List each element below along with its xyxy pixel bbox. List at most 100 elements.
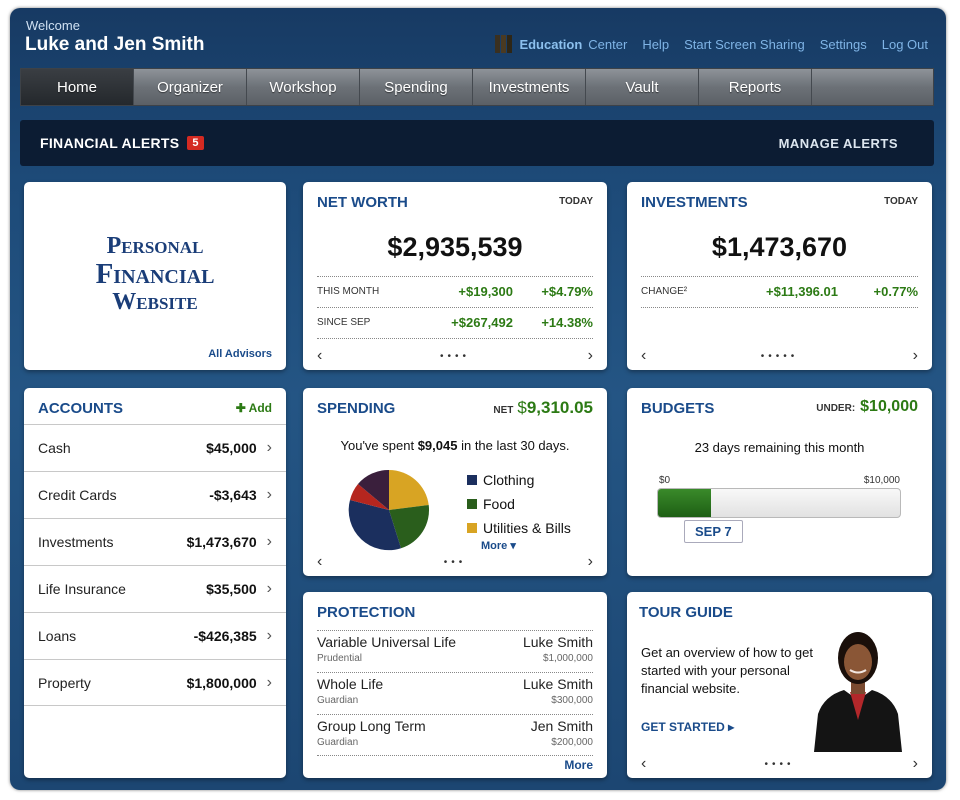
account-value: $1,800,000 <box>186 674 257 691</box>
logo-line-1: Personal <box>106 233 204 259</box>
help-link[interactable]: Help <box>642 36 670 52</box>
account-name: Investments <box>38 534 114 550</box>
settings-link[interactable]: Settings <box>819 36 867 52</box>
account-value: -$426,385 <box>193 628 257 644</box>
pie-slice-other-red <box>350 484 389 510</box>
accounts-list: Cash $45,000 › Credit Cards -$3,643 › In… <box>24 424 286 706</box>
pager-dots: •••• <box>764 758 795 770</box>
education-center-link[interactable]: Education Center <box>495 34 627 54</box>
pager-dots: ••• <box>443 556 467 568</box>
spending-pager: ‹ ••• › <box>317 553 593 570</box>
play-triangle-icon: ▸ <box>728 720 735 734</box>
spending-legend: Clothing Food Utilities & Bills <box>467 468 571 540</box>
legend-label: Utilities & Bills <box>483 520 571 536</box>
all-advisors-link[interactable]: All Advisors <box>208 348 272 360</box>
net-worth-pager: ‹ •••• › <box>317 347 593 364</box>
plus-icon: ✚ <box>235 401 246 415</box>
chevron-left-icon[interactable]: ‹ <box>641 347 647 364</box>
nav-tab-organizer[interactable]: Organizer <box>134 69 247 105</box>
chevron-right-icon: › <box>266 580 272 597</box>
alerts-count-badge: 5 <box>187 136 204 150</box>
chevron-right-icon: › <box>266 486 272 503</box>
chevron-right-icon[interactable]: › <box>912 755 918 772</box>
policy-amount: $1,000,000 <box>542 653 593 664</box>
tour-guide-pager: ‹ •••• › <box>641 755 918 772</box>
nav-tab-workshop[interactable]: Workshop <box>247 69 360 105</box>
change-label: CHANGE² <box>641 286 688 297</box>
nav-tab-spending[interactable]: Spending <box>360 69 473 105</box>
accounts-title: ACCOUNTS <box>38 400 123 417</box>
account-value: $45,000 <box>206 440 257 456</box>
nav-tab-investments[interactable]: Investments <box>473 69 586 105</box>
pie-slice-utilities <box>389 470 429 510</box>
account-row-property[interactable]: Property $1,800,000 › <box>24 659 286 706</box>
spending-card: SPENDING NET $9,310.05 You've spent $9,0… <box>303 388 607 576</box>
chevron-left-icon[interactable]: ‹ <box>641 755 647 772</box>
protection-card: PROTECTION Variable Universal Life Prude… <box>303 592 607 778</box>
change-amount: +$11,396.01 <box>766 284 838 299</box>
row-amount: +$267,492 <box>451 315 513 330</box>
spending-more-dropdown[interactable]: More ▾ <box>481 539 516 552</box>
policy-row[interactable]: Variable Universal Life Prudential Luke … <box>317 630 593 672</box>
get-started-link[interactable]: GET STARTED ▸ <box>641 720 734 734</box>
summary-post: in the last 30 days. <box>461 438 570 453</box>
summary-amount: $9,045 <box>417 438 458 453</box>
chevron-right-icon[interactable]: › <box>587 553 593 570</box>
net-worth-period: TODAY <box>559 196 593 207</box>
spending-pie-chart[interactable] <box>347 468 431 552</box>
row-percent: +$4.79% <box>541 284 593 299</box>
policy-info: Group Long Term Guardian <box>317 718 426 755</box>
chevron-left-icon[interactable]: ‹ <box>317 553 323 570</box>
policy-row[interactable]: Whole Life Guardian Luke Smith $300,000 <box>317 672 593 714</box>
net-worth-row-since: SINCE SEP +$267,492 +14.38% <box>317 315 593 330</box>
investments-title: INVESTMENTS <box>641 194 748 211</box>
spending-title: SPENDING <box>317 400 396 417</box>
nav-tab-vault[interactable]: Vault <box>586 69 699 105</box>
policy-carrier: Guardian <box>317 737 359 748</box>
divider <box>641 276 918 277</box>
account-name: Cash <box>38 440 71 456</box>
add-account-button[interactable]: ✚ Add <box>236 401 272 415</box>
pie-slice-other-purple <box>358 469 389 510</box>
chevron-right-icon[interactable]: › <box>587 347 593 364</box>
tour-guide-card: TOUR GUIDE Get an overview of how to get… <box>627 592 932 778</box>
account-row-credit-cards[interactable]: Credit Cards -$3,643 › <box>24 471 286 518</box>
policy-info: Whole Life Guardian <box>317 676 383 714</box>
logout-link[interactable]: Log Out <box>881 36 928 52</box>
pie-slice-food <box>389 505 430 549</box>
chevron-right-icon: › <box>266 439 272 456</box>
main-nav: Home Organizer Workshop Spending Investm… <box>20 68 934 106</box>
chevron-right-icon[interactable]: › <box>912 347 918 364</box>
investments-card: INVESTMENTS TODAY $1,473,670 CHANGE² +$1… <box>627 182 932 370</box>
policy-coverage: Jen Smith $200,000 <box>531 718 593 755</box>
center-label: Center <box>588 36 628 52</box>
account-row-investments[interactable]: Investments $1,473,670 › <box>24 518 286 565</box>
financial-alerts-title[interactable]: FINANCIAL ALERTS 5 <box>40 135 204 151</box>
policy-amount: $300,000 <box>551 695 593 706</box>
tour-guide-person-image <box>814 632 902 752</box>
budgets-title: BUDGETS <box>641 400 715 417</box>
net-label: NET <box>493 405 514 416</box>
legend-label: Clothing <box>483 472 535 488</box>
protection-more-link[interactable]: More <box>564 758 593 772</box>
summary-pre: You've spent <box>340 438 415 453</box>
nav-tab-reports[interactable]: Reports <box>699 69 812 105</box>
tour-guide-title: TOUR GUIDE <box>639 604 733 621</box>
add-label: Add <box>248 401 272 415</box>
account-name: Loans <box>38 628 77 644</box>
manage-alerts-link[interactable]: MANAGE ALERTS <box>778 135 898 151</box>
row-amount: +$19,300 <box>458 284 513 299</box>
account-row-life-insurance[interactable]: Life Insurance $35,500 › <box>24 565 286 612</box>
policy-row[interactable]: Group Long Term Guardian Jen Smith $200,… <box>317 714 593 756</box>
net-amount: $9,310.05 <box>517 398 593 418</box>
account-row-cash[interactable]: Cash $45,000 › <box>24 424 286 471</box>
account-name: Life Insurance <box>38 581 126 597</box>
screen-sharing-link[interactable]: Start Screen Sharing <box>684 36 805 52</box>
top-links: Education Center Help Start Screen Shari… <box>495 34 928 54</box>
logo-line-2: Financial <box>95 258 215 291</box>
account-name: Property <box>38 674 91 691</box>
account-row-loans[interactable]: Loans -$426,385 › <box>24 612 286 659</box>
chevron-left-icon[interactable]: ‹ <box>317 347 323 364</box>
policy-name: Variable Universal Life <box>317 634 457 650</box>
nav-tab-home[interactable]: Home <box>21 69 134 105</box>
